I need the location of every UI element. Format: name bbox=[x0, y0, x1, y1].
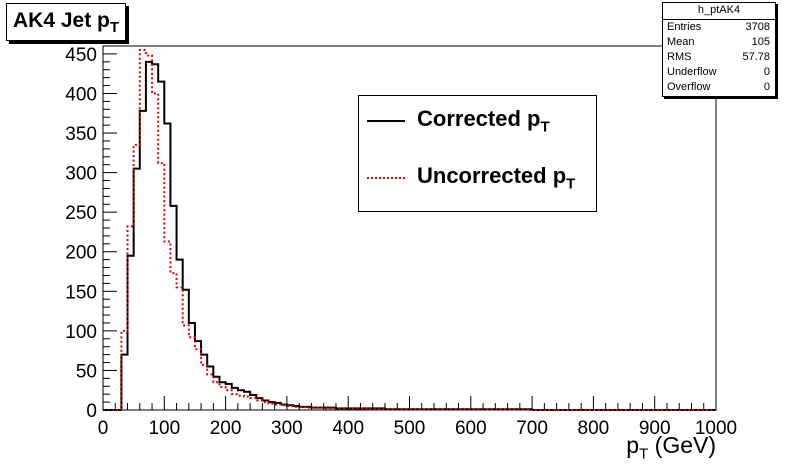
series-uncorrected bbox=[103, 48, 716, 411]
legend-swatch-dotted bbox=[367, 176, 405, 179]
chart-title: AK4 Jet pT bbox=[6, 3, 127, 41]
legend-swatch-solid bbox=[367, 119, 405, 122]
stats-value: 0 bbox=[763, 66, 770, 78]
legend-label-uncorrected: Uncorrected pT bbox=[417, 163, 575, 192]
x-tick-label: 500 bbox=[394, 418, 426, 439]
y-tick-label: 100 bbox=[65, 322, 97, 343]
chart-title-text: AK4 Jet p bbox=[13, 9, 110, 32]
x-tick-label: 200 bbox=[210, 418, 242, 439]
legend-label-corrected: Corrected pT bbox=[417, 106, 550, 135]
y-tick-label: 50 bbox=[76, 361, 97, 382]
x-tick-label: 600 bbox=[455, 418, 487, 439]
stats-label: Entries bbox=[667, 21, 702, 33]
x-tick-label: 800 bbox=[578, 418, 610, 439]
y-tick-label: 150 bbox=[65, 282, 97, 303]
y-tick-label: 400 bbox=[65, 84, 97, 105]
axis-layer: 0 100 200 300 400 500 600 700 800 900 1000 0 50 100 15… bbox=[65, 45, 737, 439]
stats-value: 57.78 bbox=[742, 51, 770, 63]
legend: Corrected pT Uncorrected pT bbox=[358, 95, 597, 212]
y-tick-label: 200 bbox=[65, 243, 97, 264]
legend-entry-uncorrected: Uncorrected pT bbox=[367, 163, 575, 192]
stats-row-entries: Entries 3708 bbox=[663, 20, 775, 35]
x-axis-title-main: p bbox=[626, 432, 640, 458]
stats-value: 3708 bbox=[745, 21, 770, 33]
x-tick-label: 300 bbox=[271, 418, 303, 439]
legend-entry-corrected: Corrected pT bbox=[367, 106, 550, 135]
x-tick-label: 900 bbox=[639, 418, 671, 439]
y-tick-label: 300 bbox=[65, 164, 97, 185]
x-axis-title: pT (GeV) bbox=[626, 432, 716, 463]
x-tick-label: 0 bbox=[98, 418, 109, 439]
stats-value: 0 bbox=[763, 81, 770, 93]
stats-value: 105 bbox=[751, 36, 770, 48]
x-axis-title-unit: (GeV) bbox=[648, 432, 716, 458]
stats-box: h_ptAK4 Entries 3708 Mean 105 RMS 57.78 Und… bbox=[662, 2, 776, 97]
y-tick-label: 0 bbox=[86, 401, 97, 422]
stats-row-rms: RMS 57.78 bbox=[663, 50, 775, 65]
legend-text: Corrected p bbox=[417, 106, 541, 131]
x-tick-label: 700 bbox=[516, 418, 548, 439]
x-tick-label: 1000 bbox=[695, 418, 737, 439]
legend-text: Uncorrected p bbox=[417, 163, 567, 188]
stats-histogram-name: h_ptAK4 bbox=[663, 3, 775, 20]
stats-label: Underflow bbox=[667, 66, 717, 78]
stats-row-overflow: Overflow 0 bbox=[663, 80, 775, 95]
stats-row-mean: Mean 105 bbox=[663, 35, 775, 50]
stats-label: Mean bbox=[667, 36, 695, 48]
legend-subscript: T bbox=[540, 118, 550, 136]
y-tick-label: 250 bbox=[65, 203, 97, 224]
y-tick-label: 350 bbox=[65, 124, 97, 145]
x-tick-label: 100 bbox=[148, 418, 180, 439]
stats-row-underflow: Underflow 0 bbox=[663, 65, 775, 80]
x-tick-label: 400 bbox=[332, 418, 364, 439]
chart-title-subscript: T bbox=[109, 19, 120, 37]
x-axis-title-subscript: T bbox=[639, 445, 649, 463]
stats-label: Overflow bbox=[667, 81, 711, 93]
legend-subscript: T bbox=[566, 175, 576, 193]
stats-label: RMS bbox=[667, 51, 692, 63]
y-tick-label: 450 bbox=[65, 45, 97, 66]
